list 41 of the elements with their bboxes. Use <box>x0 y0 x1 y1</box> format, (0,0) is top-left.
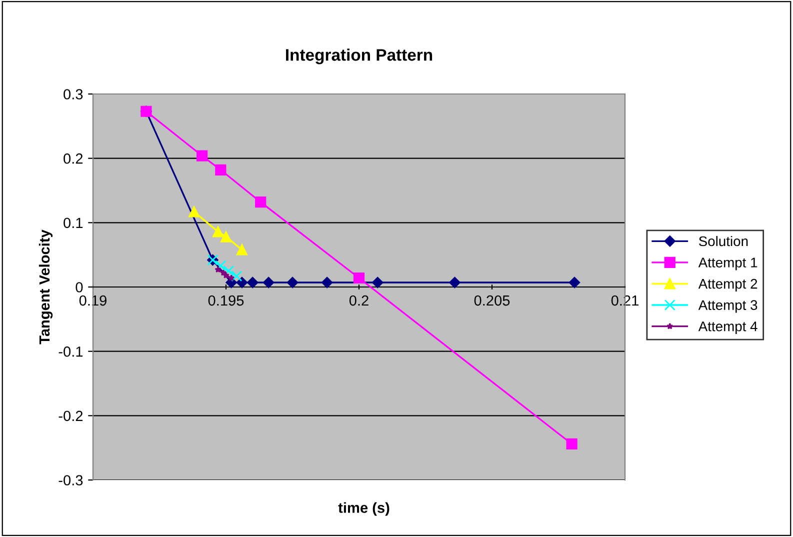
point <box>228 274 235 281</box>
legend-label: Attempt 1 <box>698 258 758 270</box>
legend-label: Solution <box>698 236 748 246</box>
y-axis-title: Tangent Velocity <box>38 230 53 344</box>
y-tick-label: -0.1 <box>58 346 83 357</box>
point <box>566 438 578 450</box>
point <box>372 276 384 288</box>
point <box>215 164 226 176</box>
point <box>236 276 248 288</box>
point <box>212 226 224 238</box>
point <box>231 270 242 282</box>
point <box>215 260 226 272</box>
point <box>568 276 580 288</box>
point <box>449 276 460 288</box>
y-tick-label: -0.3 <box>58 475 83 486</box>
y-tick-label: 0.3 <box>64 89 83 100</box>
point <box>262 276 274 288</box>
point <box>236 244 248 256</box>
point <box>246 276 258 288</box>
legend-label: Attempt 4 <box>698 322 758 334</box>
point <box>255 196 266 208</box>
point <box>222 272 230 278</box>
point <box>196 150 208 162</box>
y-tick-label: 0.1 <box>64 218 83 228</box>
x-tick-label: 0.2 <box>349 295 368 306</box>
chart-title: Integration Pattern <box>286 48 432 64</box>
y-tick-label: 0 <box>76 282 83 292</box>
point <box>220 231 232 242</box>
point <box>214 266 222 273</box>
y-tick-label: -0.2 <box>58 410 83 422</box>
x-tick-label: 0.195 <box>208 295 244 306</box>
y-tick-label: 0.2 <box>64 153 83 164</box>
x-axis-title: time (s) <box>338 502 390 516</box>
x-tick-label: 0.205 <box>474 295 510 306</box>
point <box>321 276 333 288</box>
point <box>353 272 365 284</box>
point <box>188 206 200 218</box>
legend-label: Attempt 3 <box>698 300 758 313</box>
point <box>286 276 298 288</box>
legend-label: Attempt 2 <box>698 278 758 292</box>
x-tick-label: 0.19 <box>79 295 106 306</box>
